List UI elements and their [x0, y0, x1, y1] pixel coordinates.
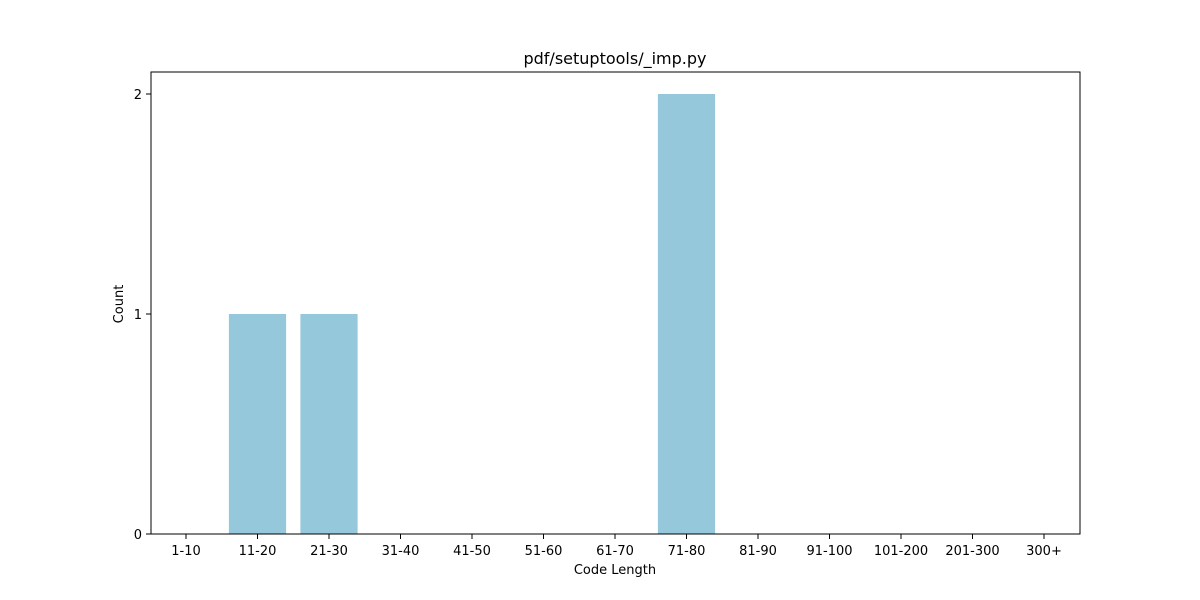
x-tick-label: 21-30: [310, 544, 348, 559]
x-tick-label: 61-70: [596, 544, 634, 559]
x-tick-label: 41-50: [453, 544, 491, 559]
x-tick-label: 31-40: [382, 544, 420, 559]
x-tick-label: 81-90: [739, 544, 777, 559]
x-tick-label: 11-20: [239, 544, 277, 559]
x-tick-label: 71-80: [668, 544, 706, 559]
y-tick-label: 2: [134, 88, 142, 103]
y-tick-label: 0: [134, 528, 142, 543]
x-tick-label: 101-200: [874, 544, 928, 559]
bar-71-80: [657, 94, 716, 534]
bar-21-30: [300, 314, 358, 534]
plot-frame: [150, 71, 1081, 535]
x-tick-label: 91-100: [806, 544, 852, 559]
bars-layer: [228, 94, 716, 534]
x-tick-label: 201-300: [945, 544, 999, 559]
ticks-layer: 1-10 11-20 21-30 31-40 41-50 51-60 61-70 71-80 8…: [134, 88, 1062, 559]
y-tick-label: 1: [134, 308, 142, 323]
x-tick-label: 51-60: [525, 544, 563, 559]
x-tick-label: 1-10: [171, 544, 201, 559]
y-axis-title: Count: [112, 285, 127, 324]
x-axis-title: Code Length: [574, 563, 656, 578]
chart-title: pdf/setuptools/_imp.py: [523, 49, 706, 69]
x-tick-label: 300+: [1026, 544, 1062, 559]
bar-11-20: [228, 314, 287, 534]
